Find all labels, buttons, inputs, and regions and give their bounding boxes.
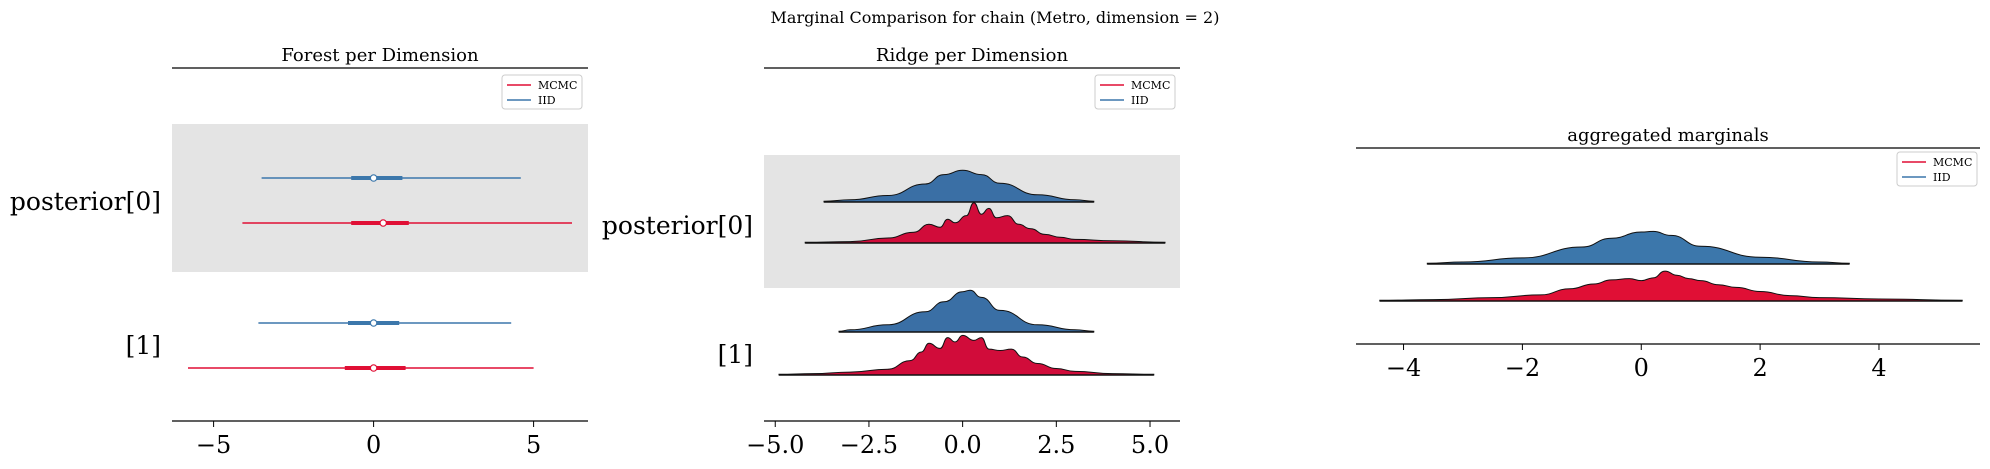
- x-tick-label: −5.0: [746, 431, 804, 459]
- forest-panel: Forest per Dimension −5 0 5 posterior[0] [1] M…: [10, 45, 588, 459]
- y-row-label: posterior[0]: [10, 187, 161, 216]
- legend-label: IID: [538, 94, 556, 107]
- mcmc-ridge: [1379, 270, 1963, 302]
- x-tick-label: −2: [1505, 354, 1540, 382]
- iid-ridge: [1426, 230, 1850, 265]
- iid-ridge: [823, 169, 1095, 203]
- x-tick-label: −2.5: [840, 431, 898, 459]
- y-row-label: [1]: [718, 340, 753, 369]
- row-band: [172, 124, 588, 272]
- panel-title: aggregated marginals: [1567, 125, 1768, 146]
- x-tick-label: 0.0: [944, 431, 982, 459]
- x-tick-label: 2.5: [1037, 431, 1075, 459]
- mcmc-ridge: [804, 202, 1166, 244]
- x-tick-label: −5: [196, 431, 231, 459]
- x-tick-label: 2: [1752, 354, 1767, 382]
- point-estimate: [379, 219, 388, 227]
- panel-title: Ridge per Dimension: [876, 45, 1069, 66]
- point-estimate: [369, 364, 378, 372]
- point-estimate: [369, 319, 378, 327]
- x-tick-label: 5.0: [1131, 431, 1169, 459]
- x-tick-label: 0: [1634, 354, 1649, 382]
- x-tick-label: 5: [526, 431, 541, 459]
- y-row-label: posterior[0]: [602, 211, 753, 240]
- iid-ridge: [838, 289, 1095, 333]
- x-tick-label: 0: [366, 431, 381, 459]
- figure-suptitle: Marginal Comparison for chain (Metro, di…: [771, 8, 1220, 27]
- legend-label: IID: [1933, 171, 1951, 184]
- ridge-panel: Ridge per Dimension −5.0 −2.5 0.0 2.5 5.0 post…: [602, 45, 1180, 459]
- panel-title: Forest per Dimension: [281, 45, 479, 66]
- legend-label: MCMC: [538, 79, 577, 92]
- mcmc-ridge: [778, 334, 1155, 376]
- legend-label: MCMC: [1131, 79, 1170, 92]
- aggregated-panel: aggregated marginals −4 −2 0 2 4 MCMC IID: [1356, 125, 1980, 382]
- x-tick-label: 4: [1871, 354, 1886, 382]
- legend-label: MCMC: [1933, 156, 1972, 169]
- y-row-label: [1]: [126, 331, 161, 360]
- x-tick-label: −4: [1386, 354, 1421, 382]
- legend-label: IID: [1131, 94, 1149, 107]
- point-estimate: [369, 174, 378, 182]
